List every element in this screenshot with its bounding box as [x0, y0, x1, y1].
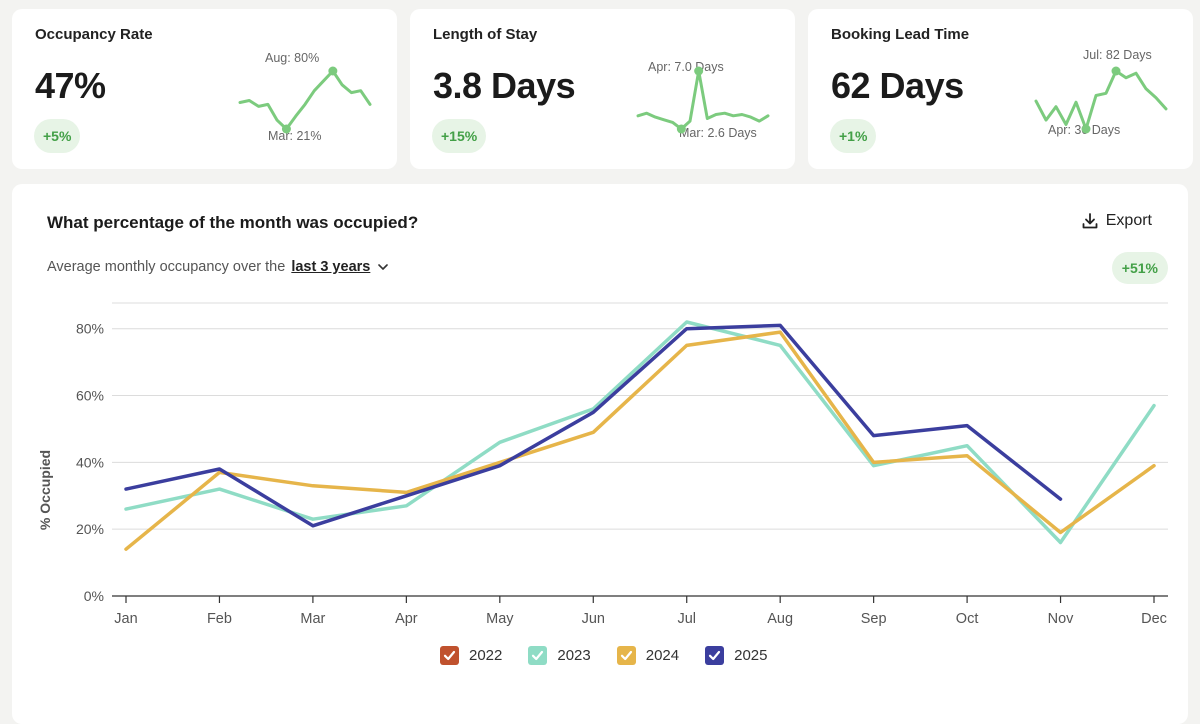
- x-tick-label: May: [486, 611, 514, 627]
- sparkline-high-label: Apr: 7.0 Days: [648, 60, 724, 74]
- kpi-title: Booking Lead Time: [831, 26, 970, 43]
- sparkline-low-marker: [676, 124, 686, 134]
- x-tick-label: Sep: [861, 611, 887, 627]
- sparkline-high-label: Jul: 82 Days: [1083, 49, 1152, 62]
- sparkline-low-marker: [1081, 124, 1091, 134]
- kpi-card-occupancy: Occupancy Rate 47% +5% Aug: 80% Mar: 21%: [12, 9, 397, 169]
- legend-label: 2023: [557, 647, 591, 664]
- occupancy-chart-card: What percentage of the month was occupie…: [12, 184, 1188, 724]
- kpi-title: Length of Stay: [433, 26, 538, 43]
- sparkline-high-marker: [694, 66, 704, 76]
- series-line-2024: [124, 330, 1156, 551]
- x-tick-label: Apr: [395, 611, 418, 627]
- chart-title: What percentage of the month was occupie…: [47, 213, 419, 232]
- legend-label: 2024: [645, 647, 680, 664]
- kpi-value: 47%: [35, 65, 106, 106]
- kpi-title: Occupancy Rate: [35, 26, 153, 43]
- legend-item-2022[interactable]: 2022: [440, 646, 502, 665]
- x-tick-label: Jun: [582, 611, 605, 627]
- subtitle-prefix: Average monthly occupancy over the: [47, 259, 286, 275]
- chart-subtitle: Average monthly occupancy over the last …: [47, 259, 390, 275]
- series-line-2023: [124, 320, 1156, 545]
- sparkline-low-label: Mar: 2.6 Days: [679, 126, 757, 140]
- sparkline-low-marker: [281, 124, 291, 134]
- kpi-card-length-of-stay: Length of Stay 3.8 Days +15% Apr: 7.0 Da…: [410, 9, 795, 169]
- kpi-value: 3.8 Days: [433, 65, 576, 106]
- export-label: Export: [1105, 212, 1152, 229]
- sparkline-high-label: Aug: 80%: [265, 51, 319, 65]
- legend-label: 2025: [734, 647, 768, 664]
- sparkline-path: [636, 69, 770, 131]
- legend-item-2025[interactable]: 2025: [705, 646, 768, 665]
- sparkline: Jul: 82 Days Apr: 30 Days: [1034, 49, 1168, 137]
- x-tick-label: Oct: [956, 611, 979, 627]
- sparkline-path: [238, 69, 372, 131]
- x-tick-label: Aug: [767, 611, 793, 627]
- x-tick-label: Dec: [1141, 611, 1167, 627]
- sparkline-low-label: Mar: 21%: [268, 129, 322, 143]
- sparkline-high-marker: [1111, 66, 1121, 76]
- checkbox-icon[interactable]: [528, 646, 548, 665]
- occupancy-line-chart: 0% 20% 40% 60% 80% Jan Feb Mar Apr May Jun Jul Aug Se…: [37, 302, 1168, 627]
- checkbox-icon[interactable]: [705, 646, 725, 665]
- export-button[interactable]: Export: [1082, 212, 1152, 230]
- sparkline: Apr: 7.0 Days Mar: 2.6 Days: [636, 60, 770, 140]
- legend-item-2024[interactable]: 2024: [616, 646, 680, 665]
- x-tick-label: Jul: [677, 611, 696, 627]
- legend-label: 2022: [469, 647, 503, 664]
- sparkline: Aug: 80% Mar: 21%: [238, 51, 372, 143]
- y-tick-label: 20%: [76, 521, 104, 537]
- legend-item-2023[interactable]: 2023: [528, 646, 591, 665]
- download-icon: [1082, 213, 1098, 229]
- x-tick-label: Nov: [1048, 611, 1075, 627]
- series-line-2025: [124, 323, 1063, 528]
- y-tick-label: 0%: [84, 588, 104, 604]
- y-tick-label: 80%: [76, 321, 104, 337]
- x-tick-label: Jan: [114, 611, 137, 627]
- checkbox-icon[interactable]: [616, 646, 636, 665]
- chevron-down-icon[interactable]: [376, 260, 390, 274]
- kpi-change-badge: +1%: [830, 119, 877, 153]
- chart-legend: 2022 2023 2024 2025: [440, 646, 768, 665]
- kpi-change-badge: +5%: [34, 119, 81, 153]
- y-axis-label: % Occupied: [37, 450, 53, 530]
- y-tick-label: 60%: [76, 388, 104, 404]
- kpi-change-badge: +15%: [432, 119, 487, 153]
- x-tick-label: Feb: [207, 611, 232, 627]
- y-tick-label: 40%: [76, 454, 104, 470]
- x-tick-label: Mar: [300, 611, 325, 627]
- kpi-card-booking-lead-time: Booking Lead Time 62 Days +1% Jul: 82 Da…: [808, 9, 1193, 169]
- change-badge: +51%: [1111, 252, 1168, 284]
- kpi-value: 62 Days: [831, 65, 964, 106]
- checkbox-icon[interactable]: [440, 646, 459, 665]
- period-selector[interactable]: last 3 years: [291, 259, 371, 275]
- sparkline-high-marker: [328, 66, 338, 76]
- sparkline-path: [1034, 69, 1168, 131]
